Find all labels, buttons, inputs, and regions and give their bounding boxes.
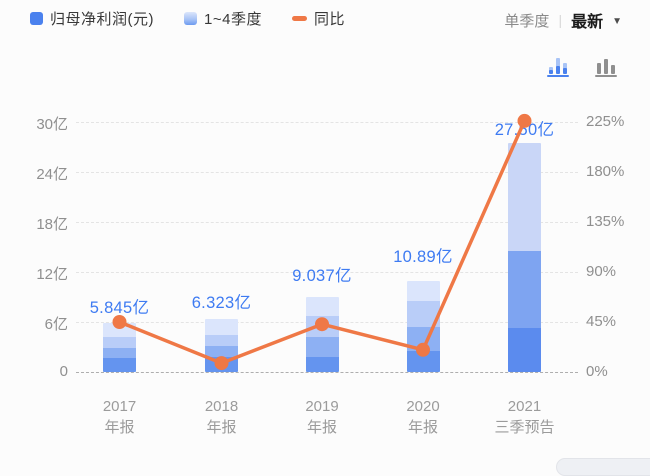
x-axis-category: 2020 年报 bbox=[406, 396, 439, 438]
bar-segment-q2 bbox=[508, 251, 541, 328]
legend-label: 同比 bbox=[313, 11, 345, 28]
net-profit-swatch-icon bbox=[30, 12, 43, 25]
bar-segment-q3 bbox=[406, 301, 440, 327]
y-axis-tick-right: 45% bbox=[586, 313, 617, 330]
x-axis-category: 2019 年报 bbox=[305, 396, 338, 438]
y-axis-tick-left: 30亿 bbox=[36, 116, 68, 133]
bar-segment-q3 bbox=[205, 334, 238, 347]
bar-2020[interactable] bbox=[406, 281, 440, 372]
yoy-marker-2020[interactable] bbox=[416, 342, 430, 357]
y-axis-tick-right: 0% bbox=[586, 363, 608, 380]
legend-item-yoy[interactable]: 同比 bbox=[291, 8, 345, 29]
single-quarter-option[interactable]: 单季度 bbox=[504, 12, 550, 30]
gridline bbox=[76, 372, 578, 373]
x-axis-category: 2017 年报 bbox=[103, 396, 136, 438]
yoy-marker-2018[interactable] bbox=[214, 356, 229, 371]
legend-item-net-profit[interactable]: 归母净利润(元) bbox=[30, 8, 154, 29]
y-axis-tick-left: 12亿 bbox=[36, 266, 68, 283]
plain-bar-chart-icon[interactable] bbox=[594, 55, 618, 77]
bar-2019[interactable] bbox=[305, 296, 339, 372]
gridline bbox=[76, 172, 578, 173]
bar-segment-q4 bbox=[205, 319, 238, 335]
y-axis-tick-right: 90% bbox=[586, 263, 617, 280]
category-period: 年报 bbox=[306, 419, 337, 436]
yoy-marker-2019[interactable] bbox=[315, 317, 329, 332]
chart-legend: 归母净利润(元) 1~4季度 同比 bbox=[30, 8, 345, 29]
bar-value-label: 6.323亿 bbox=[191, 294, 252, 313]
yoy-marker-2017[interactable] bbox=[112, 315, 127, 329]
category-period: 年报 bbox=[104, 419, 135, 436]
chart-type-toolbar bbox=[546, 55, 618, 77]
y-axis-tick-right: 180% bbox=[586, 163, 625, 180]
chevron-down-icon[interactable]: ▼ bbox=[612, 15, 622, 27]
bar-segment-q2 bbox=[103, 348, 136, 358]
category-period: 年报 bbox=[206, 419, 237, 436]
bar-2021[interactable] bbox=[508, 142, 541, 372]
gridline bbox=[76, 222, 578, 223]
legend-item-quarters[interactable]: 1~4季度 bbox=[184, 8, 262, 29]
category-year: 2019 bbox=[305, 398, 339, 415]
y-axis-tick-left: 6亿 bbox=[44, 316, 68, 333]
y-axis-tick-right: 135% bbox=[586, 213, 625, 230]
quarters-gradient-swatch-icon bbox=[184, 12, 197, 25]
bar-segment-q3 bbox=[103, 337, 136, 349]
period-view-switcher: 单季度 | 最新 ▼ bbox=[504, 8, 622, 32]
x-axis-category: 2018 年报 bbox=[205, 396, 238, 438]
partial-bottom-button[interactable] bbox=[556, 458, 650, 476]
category-period: 三季预告 bbox=[494, 419, 555, 436]
bar-segment-q1 bbox=[103, 357, 136, 372]
switcher-divider: | bbox=[558, 12, 563, 28]
category-year: 2021 bbox=[507, 398, 542, 415]
latest-option[interactable]: 最新 bbox=[571, 14, 604, 31]
yoy-marker-2021[interactable] bbox=[517, 113, 532, 128]
category-year: 2018 bbox=[204, 398, 239, 415]
bar-2017[interactable] bbox=[103, 323, 136, 372]
bar-value-label: 5.845亿 bbox=[89, 299, 150, 318]
y-axis-tick-left: 0 bbox=[59, 363, 68, 380]
bar-segment-q4 bbox=[305, 296, 339, 316]
y-axis-tick-right: 225% bbox=[586, 113, 625, 130]
bar-segment-q4 bbox=[406, 281, 440, 302]
category-year: 2020 bbox=[406, 398, 440, 415]
legend-label: 1~4季度 bbox=[204, 11, 262, 28]
bar-segment-q3 bbox=[508, 142, 541, 252]
profit-chart-panel: 归母净利润(元) 1~4季度 同比 单季度 | 最新 ▼ bbox=[30, 8, 650, 476]
legend-label: 归母净利润(元) bbox=[50, 11, 154, 28]
bar-value-label: 10.89亿 bbox=[393, 248, 453, 267]
bar-value-label: 9.037亿 bbox=[292, 266, 352, 285]
yoy-dash-swatch-icon bbox=[291, 16, 307, 21]
bar-segment-q2 bbox=[205, 346, 238, 357]
x-axis-category: 2021 三季预告 bbox=[494, 396, 554, 438]
category-year: 2017 bbox=[102, 398, 137, 415]
y-axis-tick-left: 18亿 bbox=[36, 216, 68, 233]
y-axis-tick-left: 24亿 bbox=[36, 166, 68, 183]
bar-segment-q1 bbox=[305, 356, 339, 372]
stacked-bar-chart-icon[interactable] bbox=[546, 55, 570, 77]
bar-segment-q1 bbox=[508, 327, 541, 372]
bar-segment-q2 bbox=[305, 336, 339, 357]
category-period: 年报 bbox=[407, 419, 438, 436]
